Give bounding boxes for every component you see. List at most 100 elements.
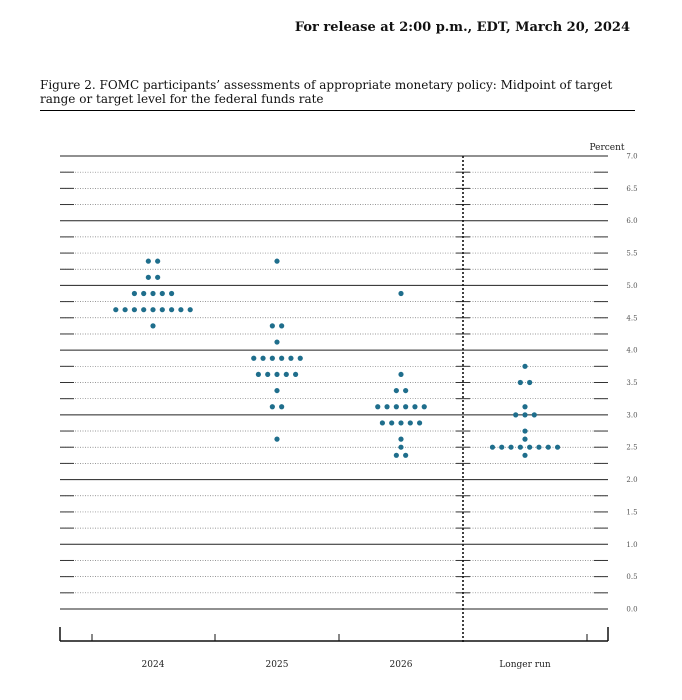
participant-dot	[279, 355, 285, 361]
participant-dot	[122, 307, 128, 313]
participant-dot	[522, 412, 528, 418]
participant-dot	[499, 444, 505, 450]
participant-dot	[150, 323, 156, 329]
participant-dot	[398, 290, 404, 297]
participant-dot	[274, 258, 280, 264]
participant-dot	[403, 452, 409, 458]
participant-dot	[141, 290, 147, 297]
participant-dot	[150, 290, 156, 297]
participant-dot	[297, 355, 303, 361]
chart-frame	[59, 156, 609, 642]
participant-dot	[398, 444, 404, 450]
participant-dot	[269, 404, 275, 410]
x-category-label: Longer run	[499, 660, 551, 670]
participant-dot	[145, 258, 151, 264]
participant-dot	[522, 363, 528, 369]
participant-dot	[403, 404, 409, 410]
participant-dot	[517, 444, 523, 450]
release-notice: For release at 2:00 p.m., EDT, March 20,…	[294, 20, 630, 35]
participant-dot	[141, 307, 147, 313]
participant-dot	[554, 444, 561, 450]
participant-dot	[393, 452, 399, 458]
participant-dot	[421, 404, 427, 410]
dots	[113, 258, 561, 458]
participant-dot	[389, 420, 395, 426]
y-tick-label: 5.5	[626, 250, 637, 258]
participant-dot	[187, 307, 193, 313]
participant-dot	[375, 404, 381, 410]
participant-dot	[293, 371, 299, 378]
y-tick-label: 3.5	[626, 379, 637, 387]
participant-dot	[251, 355, 257, 361]
participant-dot	[412, 404, 418, 410]
participant-dot	[155, 274, 161, 280]
participant-dot	[274, 387, 280, 394]
y-tick-label: 3.0	[626, 411, 637, 419]
y-tick-label: 2.0	[626, 476, 637, 484]
x-category-label: 2025	[266, 660, 289, 670]
participant-dot	[279, 404, 285, 410]
y-tick-label: 4.5	[626, 314, 637, 322]
participant-dot	[269, 355, 275, 361]
participant-dot	[508, 444, 514, 450]
participant-dot	[169, 290, 175, 297]
participant-dot	[155, 258, 161, 264]
participant-dot	[536, 444, 542, 450]
participant-dot	[398, 420, 404, 426]
participant-dot	[379, 420, 385, 426]
participant-dot	[527, 379, 533, 386]
participant-dot	[274, 339, 280, 345]
participant-dot	[545, 444, 551, 450]
participant-dot	[531, 412, 537, 418]
participant-dot	[159, 290, 165, 297]
participant-dot	[113, 307, 119, 313]
participant-dot	[522, 404, 528, 410]
participant-dot	[274, 436, 280, 442]
participant-dot	[159, 307, 165, 313]
participant-dot	[288, 355, 294, 361]
participant-dot	[393, 404, 399, 410]
participant-dot	[393, 387, 399, 394]
participant-dot	[260, 355, 266, 361]
participant-dot	[255, 371, 261, 378]
participant-dot	[403, 387, 409, 394]
y-tick-label: 6.0	[626, 217, 637, 225]
y-axis-unit-label: Percent	[589, 143, 624, 153]
y-tick-label: 7.0	[626, 153, 637, 161]
caption-divider	[40, 110, 635, 111]
participant-dot	[283, 371, 289, 378]
participant-dot	[522, 428, 528, 434]
participant-dot	[407, 420, 413, 426]
y-tick-label: 1.5	[626, 508, 637, 516]
participant-dot	[279, 323, 285, 329]
participant-dot	[489, 444, 496, 450]
participant-dot	[522, 452, 528, 458]
x-category-label: 2026	[390, 660, 413, 670]
figure-caption: Figure 2. FOMC participants’ assessments…	[40, 78, 613, 106]
participant-dot	[131, 290, 137, 297]
y-tick-label: 2.5	[626, 444, 637, 452]
gridlines	[60, 155, 608, 610]
y-tick-label: 0.0	[626, 606, 637, 614]
y-tick-label: 6.5	[626, 185, 637, 193]
y-tick-label: 0.5	[626, 573, 637, 581]
participant-dot	[169, 307, 175, 313]
participant-dot	[398, 436, 404, 442]
participant-dot	[517, 379, 523, 386]
participant-dot	[150, 307, 156, 313]
participant-dot	[145, 274, 151, 280]
y-tick-label: 1.0	[626, 541, 637, 549]
participant-dot	[265, 371, 271, 378]
participant-dot	[527, 444, 533, 450]
y-tick-label: 5.0	[626, 282, 637, 290]
participant-dot	[522, 436, 528, 442]
participant-dot	[398, 371, 404, 378]
participant-dot	[274, 371, 280, 378]
x-category-label: 2024	[142, 660, 165, 670]
participant-dot	[269, 323, 275, 329]
participant-dot	[131, 307, 137, 313]
participant-dot	[178, 307, 184, 313]
participant-dot	[384, 404, 390, 410]
participant-dot	[417, 420, 423, 426]
participant-dot	[513, 412, 519, 418]
